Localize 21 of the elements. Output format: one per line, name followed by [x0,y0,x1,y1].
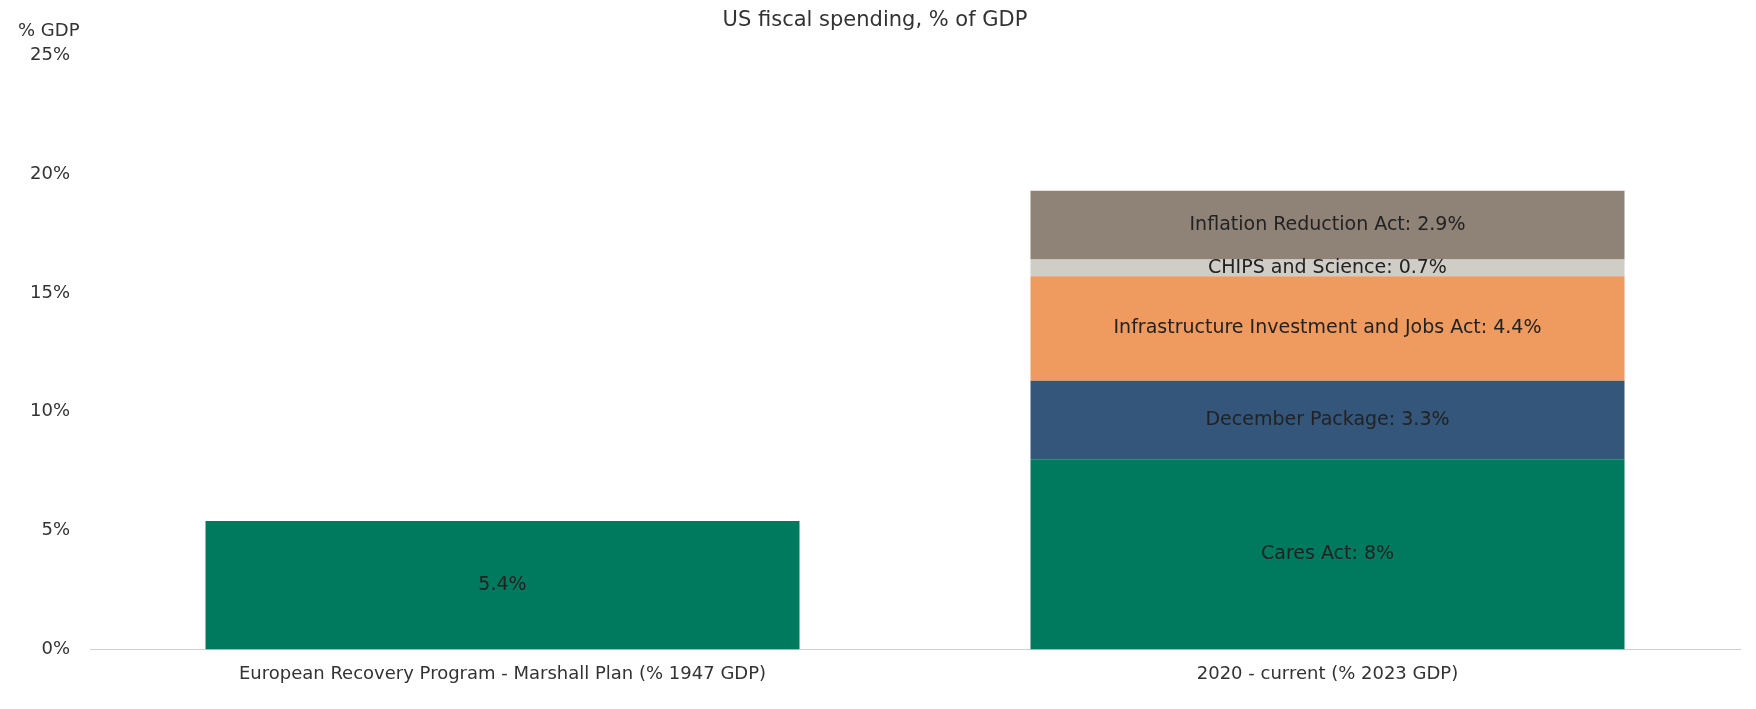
data-label: Infrastructure Investment and Jobs Act: 4.4% [1113,315,1542,338]
data-label: Inflation Reduction Act: 2.9% [1189,212,1466,235]
x-tick-label: 2020 - current (% 2023 GDP) [1196,661,1459,683]
y-tick-label: 5% [41,518,71,540]
bar [1030,380,1625,460]
bar [1030,276,1625,381]
data-label: Cares Act: 8% [1260,541,1395,564]
data-label: 5.4% [478,572,527,595]
y-tick-label: 10% [29,399,71,421]
y-tick-label: 25% [29,42,71,64]
bar [205,521,800,650]
y-tick-label: 15% [29,280,71,302]
y-tick-label: 20% [29,161,71,183]
bar [1030,190,1625,260]
bar [1030,459,1625,650]
chart-title: US fiscal spending, % of GDP [722,7,1028,32]
data-label: December Package: 3.3% [1205,406,1450,429]
data-label: CHIPS and Science: 0.7% [1208,254,1447,277]
y-tick-label: 0% [41,637,71,659]
x-tick-label: European Recovery Program - Marshall Plan (% 1947 GDP) [238,661,767,683]
y-axis-title: % GDP [18,18,80,40]
